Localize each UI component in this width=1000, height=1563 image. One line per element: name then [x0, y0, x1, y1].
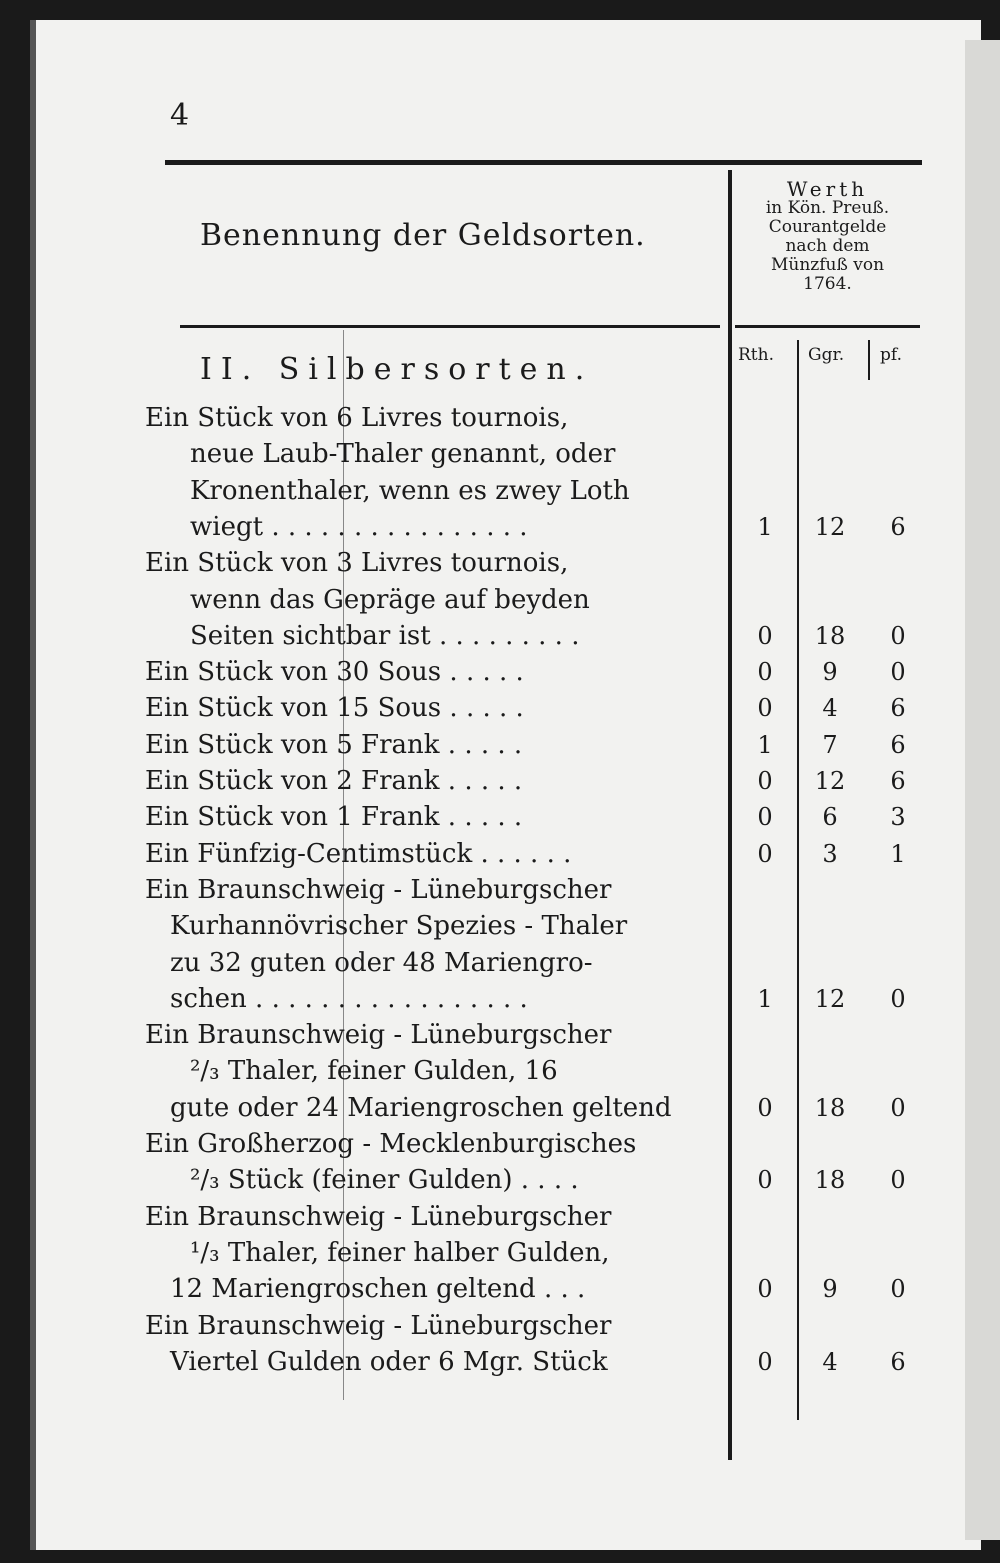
value-rth: 0: [757, 1275, 773, 1304]
value-header-line: Werth: [786, 177, 869, 201]
value-ggr: 12: [814, 767, 846, 795]
value-ggr: 9: [822, 1275, 838, 1304]
value-ggr: 12: [814, 512, 846, 541]
entry-line: Ein Stück von 6 Livres tournois,: [145, 403, 569, 433]
bleed-line: [343, 330, 344, 1400]
entry-line: Ein Stück von 3 Livres tournois,: [145, 548, 569, 579]
value-rth: 0: [757, 1093, 773, 1122]
value-ggr: 9: [822, 658, 838, 687]
column-header-pf: pf.: [880, 345, 902, 365]
entry-line: Kurhannövrischer Spezies - Thaler: [170, 911, 628, 942]
value-rth: 0: [757, 1166, 773, 1195]
value-pf: 1: [890, 839, 906, 868]
value-header-line: nach dem: [785, 236, 870, 256]
entry-line: Seiten sichtbar ist . . . . . . . . .: [190, 620, 580, 651]
value-pf: 6: [890, 767, 906, 795]
entry-line: 12 Mariengroschen geltend . . .: [170, 1274, 586, 1305]
value-rth: 0: [757, 803, 773, 832]
section-heading: II. Silbersorten.: [200, 352, 594, 387]
value-rth: 0: [757, 839, 773, 868]
value-header-line: Münzfuß von: [770, 255, 885, 275]
value-ggr: 12: [814, 984, 846, 1013]
value-rth: 0: [757, 767, 773, 795]
value-rth: 0: [757, 1347, 773, 1376]
book-page: [30, 20, 981, 1550]
entry-line: Kronenthaler, wenn es zwey Loth: [190, 475, 630, 506]
value-ggr: 6: [822, 803, 838, 832]
value-rth: 0: [757, 694, 773, 723]
value-header-line: in Kön. Preuß.: [765, 198, 890, 218]
value-pf: 0: [890, 1275, 906, 1304]
column-header-ggr: Ggr.: [808, 345, 845, 365]
value-ggr: 4: [822, 1347, 838, 1376]
value-header-line: Courantgelde: [768, 217, 887, 237]
entry-line: schen . . . . . . . . . . . . . . . . .: [170, 983, 528, 1014]
value-ggr: 18: [814, 1166, 846, 1195]
value-pf: 0: [890, 984, 906, 1013]
page-number: 4: [170, 98, 190, 133]
entry-line: ¹/₃ Thaler, feiner halber Gulden,: [190, 1237, 610, 1268]
value-pf: 6: [890, 694, 906, 723]
entry-line: wiegt . . . . . . . . . . . . . . . .: [190, 511, 528, 542]
entry-line: Ein Stück von 1 Frank . . . . .: [145, 802, 523, 833]
column-header-rth: Rth.: [738, 345, 774, 365]
pf-divider: [868, 340, 870, 380]
value-pf: 6: [890, 730, 906, 759]
page-edge: [965, 40, 1000, 1540]
value-ggr: 7: [822, 730, 838, 759]
ggr-divider: [797, 340, 799, 1420]
value-pf: 6: [890, 1347, 906, 1376]
value-header-line: 1764.: [803, 274, 852, 294]
entry-line: Ein Braunschweig - Lüneburgscher: [145, 874, 612, 905]
entry-line: ²/₃ Stück (feiner Gulden) . . . .: [190, 1165, 579, 1196]
value-rth: 1: [757, 512, 773, 541]
entry-line: Ein Braunschweig - Lüneburgscher: [145, 1020, 612, 1051]
value-header: Werth in Kön. Preuß. Courantgelde nach d…: [735, 177, 920, 294]
entry-line: ²/₃ Thaler, feiner Gulden, 16: [190, 1056, 558, 1087]
column-divider: [728, 170, 732, 1460]
entry-line: Ein Fünfzig-Centimstück . . . . . .: [145, 838, 572, 869]
value-pf: 6: [890, 512, 906, 541]
value-ggr: 18: [814, 1093, 846, 1122]
value-rth: 0: [757, 658, 773, 687]
value-pf: 0: [890, 621, 906, 650]
value-ggr: 18: [814, 621, 846, 650]
table-title: Benennung der Geldsorten.: [200, 218, 646, 253]
entry-line: Ein Großherzog - Mecklenburgisches: [145, 1129, 637, 1159]
entry-line: wenn das Gepräge auf beyden: [190, 584, 590, 615]
entry-line: Ein Stück von 5 Frank . . . . .: [145, 729, 523, 760]
value-pf: 0: [890, 1093, 906, 1122]
entry-line: Ein Stück von 2 Frank . . . . .: [145, 766, 523, 796]
header-rule-right: [735, 325, 920, 328]
value-rth: 0: [757, 621, 773, 650]
entry-line: neue Laub-Thaler genannt, oder: [190, 439, 616, 470]
entry-line: Ein Braunschweig - Lüneburgscher: [145, 1201, 612, 1232]
value-pf: 0: [890, 658, 906, 687]
value-pf: 0: [890, 1166, 906, 1195]
value-rth: 1: [757, 730, 773, 759]
value-pf: 3: [890, 803, 906, 832]
entry-line: Ein Stück von 30 Sous . . . . .: [145, 657, 524, 688]
entry-line: gute oder 24 Mariengroschen geltend: [170, 1092, 672, 1123]
entry-line: zu 32 guten oder 48 Mariengro-: [170, 947, 593, 978]
entry-line: Ein Braunschweig - Lüneburgscher: [145, 1310, 612, 1341]
value-ggr: 3: [822, 839, 838, 868]
header-rule: [180, 325, 720, 328]
top-rule: [165, 160, 922, 165]
value-ggr: 4: [822, 694, 838, 723]
value-rth: 1: [757, 984, 773, 1013]
entry-line: Ein Stück von 15 Sous . . . . .: [145, 693, 524, 724]
entry-line: Viertel Gulden oder 6 Mgr. Stück: [170, 1346, 608, 1377]
